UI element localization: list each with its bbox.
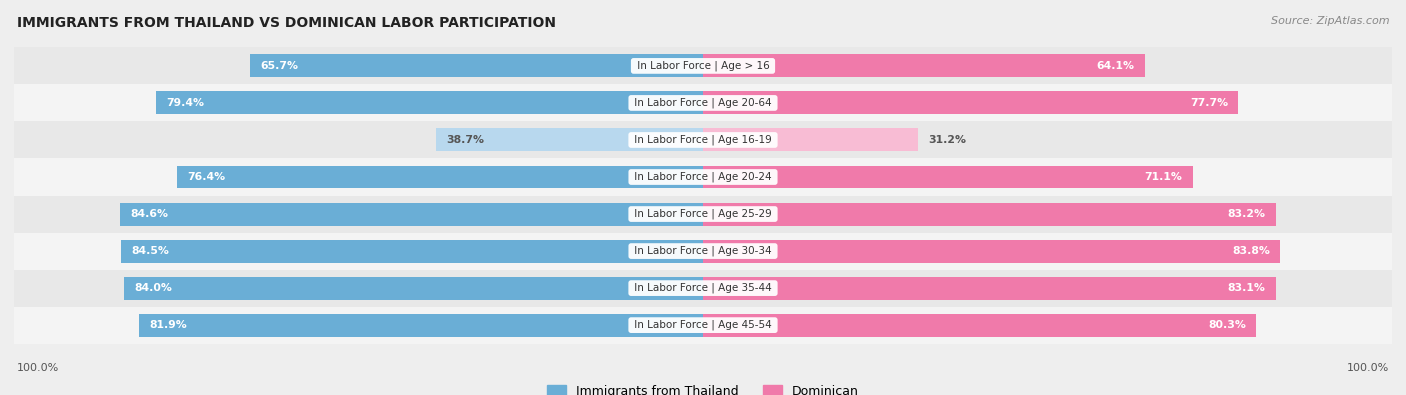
Bar [14,47,1392,85]
Text: 83.1%: 83.1% [1227,283,1265,293]
Text: In Labor Force | Age 30-34: In Labor Force | Age 30-34 [631,246,775,256]
Bar [703,314,1256,337]
Bar [250,55,703,77]
Bar [703,240,1281,263]
Text: In Labor Force | Age 20-64: In Labor Force | Age 20-64 [631,98,775,108]
Text: 80.3%: 80.3% [1208,320,1246,330]
Text: 31.2%: 31.2% [928,135,966,145]
Bar [14,269,1392,307]
Text: 84.0%: 84.0% [135,283,173,293]
Text: In Labor Force | Age 25-29: In Labor Force | Age 25-29 [631,209,775,219]
Bar [436,128,703,151]
Text: 100.0%: 100.0% [1347,363,1389,373]
Bar [703,92,1239,115]
Text: In Labor Force | Age > 16: In Labor Force | Age > 16 [634,61,772,71]
Bar [121,240,703,263]
Text: 65.7%: 65.7% [260,61,298,71]
Text: In Labor Force | Age 35-44: In Labor Force | Age 35-44 [631,283,775,293]
Text: 76.4%: 76.4% [187,172,225,182]
Bar [14,85,1392,121]
Text: 100.0%: 100.0% [17,363,59,373]
Text: 71.1%: 71.1% [1144,172,1182,182]
Text: 79.4%: 79.4% [166,98,204,108]
Text: 84.5%: 84.5% [131,246,169,256]
Bar [139,314,703,337]
Text: 77.7%: 77.7% [1189,98,1227,108]
Bar [14,307,1392,344]
Bar [156,92,703,115]
Text: 83.8%: 83.8% [1232,246,1270,256]
Legend: Immigrants from Thailand, Dominican: Immigrants from Thailand, Dominican [541,380,865,395]
Bar [703,276,1275,299]
Text: In Labor Force | Age 20-24: In Labor Force | Age 20-24 [631,172,775,182]
Text: Source: ZipAtlas.com: Source: ZipAtlas.com [1271,16,1389,26]
Text: In Labor Force | Age 16-19: In Labor Force | Age 16-19 [631,135,775,145]
Bar [120,203,703,226]
Text: IMMIGRANTS FROM THAILAND VS DOMINICAN LABOR PARTICIPATION: IMMIGRANTS FROM THAILAND VS DOMINICAN LA… [17,16,555,30]
Bar [703,55,1144,77]
Bar [177,166,703,188]
Bar [124,276,703,299]
Bar [14,196,1392,233]
Text: 38.7%: 38.7% [447,135,485,145]
Bar [703,203,1277,226]
Bar [14,233,1392,269]
Text: 64.1%: 64.1% [1097,61,1135,71]
Bar [14,158,1392,196]
Text: 84.6%: 84.6% [131,209,169,219]
Text: 83.2%: 83.2% [1227,209,1265,219]
Bar [703,128,918,151]
Bar [14,121,1392,158]
Text: In Labor Force | Age 45-54: In Labor Force | Age 45-54 [631,320,775,330]
Text: 81.9%: 81.9% [149,320,187,330]
Bar [703,166,1192,188]
